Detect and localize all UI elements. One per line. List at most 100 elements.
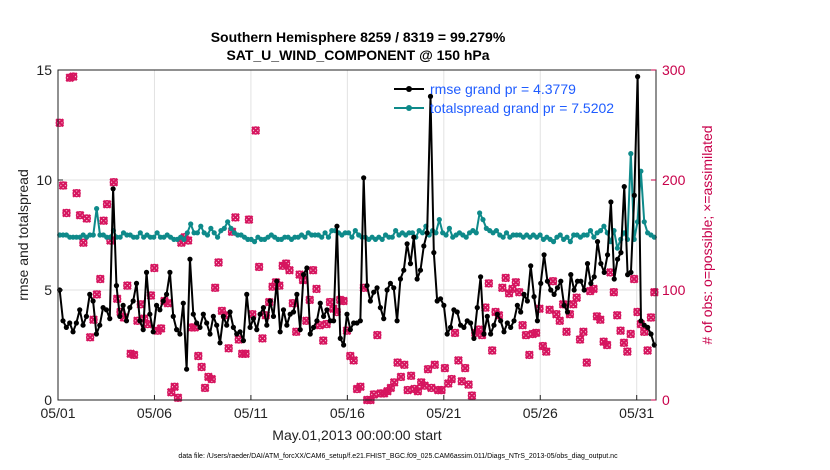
obs-possible-point [349,356,358,365]
obs-assimilated-point [454,356,463,365]
rmse-point [424,230,430,236]
obs-assimilated-point [143,319,152,329]
obs-assimilated-point [318,336,328,345]
obs-assimilated-point [538,341,548,351]
rmse-point [200,311,206,317]
obs-assimilated-point [258,334,267,343]
spread-point [641,219,647,225]
rmse-point [638,318,644,324]
rmse-point [103,307,110,313]
rmse-point [601,269,607,275]
spread-point [94,206,100,212]
obs-assimilated-point [170,382,179,392]
rmse-point [294,291,300,297]
obs-possible-point [501,273,510,283]
rmse-point [491,322,497,328]
spread-point [419,230,426,236]
rmse-point [467,320,474,326]
rmse-point [498,318,504,324]
obs-possible-point [589,284,598,294]
obs-possible-point [194,351,203,361]
rmse-point [237,329,243,335]
obs-assimilated-point [193,351,203,361]
obs-assimilated-point [595,315,605,325]
obs-possible-point [582,358,591,367]
rmse-point [518,309,524,315]
rmse-point [427,93,434,99]
obs-assimilated-point [244,215,254,224]
rmse-point [337,335,343,341]
obs-possible-point [356,382,365,391]
obs-assimilated-point [612,310,622,320]
obs-assimilated-point [156,324,166,333]
obs-possible-point [72,189,81,198]
obs-assimilated-point [200,383,210,393]
spread-point [443,232,449,238]
obs-possible-point [150,263,159,273]
y-tick-label: 10 [36,172,52,188]
rmse-point [391,285,397,291]
rmse-point [127,305,133,311]
obs-possible-point [62,208,71,218]
obs-possible-point [423,365,433,374]
obs-possible-point [254,262,264,272]
rmse-point [645,324,651,330]
rmse-point [628,269,634,275]
rmse-point [357,318,363,324]
obs-assimilated-point [72,188,82,198]
rmse-point [317,300,323,306]
spread-point [436,217,442,223]
rmse-point [554,285,561,291]
rmse-point [441,302,447,308]
rmse-point [558,278,564,284]
x-tick-label: 05/16 [330,405,365,421]
rmse-point [217,340,223,346]
spread-point [477,210,483,216]
obs-possible-point [619,338,629,347]
obs-assimilated-point [197,362,207,372]
obs-possible-point [640,327,649,336]
rmse-point [304,265,310,271]
rmse-point [387,280,394,286]
obs-assimilated-point [79,238,88,248]
rmse-point [598,261,604,267]
obs-possible-point [562,327,571,336]
obs-assimilated-point [450,328,460,338]
rmse-point [421,243,427,249]
obs-possible-point [626,329,635,339]
rmse-point [250,316,257,322]
rmse-point [344,311,350,317]
obs-assimilated-point [474,325,484,334]
obs-assimilated-point [102,199,112,209]
x-tick-label: 05/26 [523,405,558,421]
rmse-point [194,320,200,326]
rmse-point [197,324,203,330]
spread-point [628,151,634,157]
rmse-point [471,335,477,341]
obs-possible-point [102,200,112,209]
obs-assimilated-point [501,273,511,283]
spread-point [567,239,573,245]
rmse-point [63,324,69,330]
obs-possible-point [602,340,612,350]
rmse-point [528,263,534,269]
obs-assimilated-point [572,293,582,303]
obs-assimilated-point [389,378,399,387]
obs-possible-point [308,266,318,275]
rmse-point [514,302,520,308]
rmse-point [384,287,390,293]
obs-possible-point [575,335,585,344]
obs-assimilated-point [68,72,78,81]
data-file-footer: data file: /Users/raeder/DAI/ATM_forcXX/… [178,453,618,460]
obs-assimilated-point [440,363,450,373]
rmse-point [571,287,577,293]
spread-point [228,225,234,231]
obs-assimilated-point [82,214,92,223]
rmse-point [187,256,193,262]
obs-assimilated-point [484,279,494,288]
obs-possible-point [312,284,321,294]
rmse-point [635,74,641,80]
obs-assimilated-point [207,374,217,384]
rmse-point [220,313,226,319]
